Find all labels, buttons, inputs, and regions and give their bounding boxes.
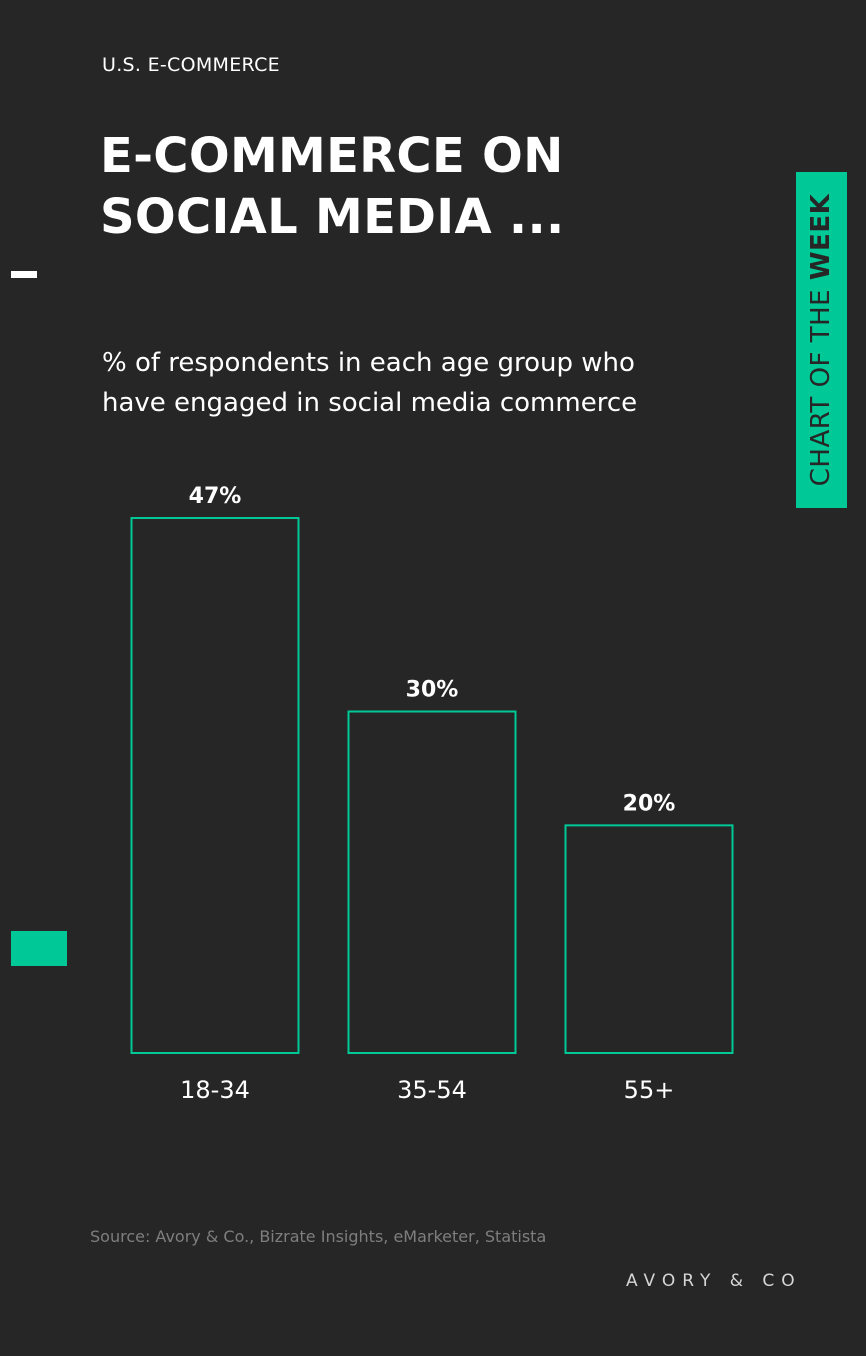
category-label-35-54: 35-54 — [397, 1076, 467, 1104]
data-label-55+: 20% — [623, 791, 676, 816]
brand-logo: AVORY & CO — [626, 1271, 802, 1291]
page-title: E-COMMERCE ON SOCIAL MEDIA ... — [100, 128, 565, 245]
bar-18-34 — [130, 517, 300, 1054]
category-label-55+: 55+ — [624, 1076, 675, 1104]
eyebrow-label: U.S. E-COMMERCE — [102, 54, 280, 76]
bar-55+ — [564, 824, 734, 1055]
decorative-block — [11, 931, 67, 966]
data-label-18-34: 47% — [189, 484, 242, 509]
decorative-dash — [11, 271, 37, 278]
source-note: Source: Avory & Co., Bizrate Insights, e… — [90, 1227, 547, 1246]
chart-subtitle: % of respondents in each age group who h… — [102, 348, 638, 418]
category-label-18-34: 18-34 — [180, 1076, 250, 1104]
chart-of-the-week-tab: CHART OF THE WEEK — [796, 172, 847, 508]
data-label-35-54: 30% — [406, 678, 459, 703]
bar-35-54 — [347, 710, 517, 1054]
